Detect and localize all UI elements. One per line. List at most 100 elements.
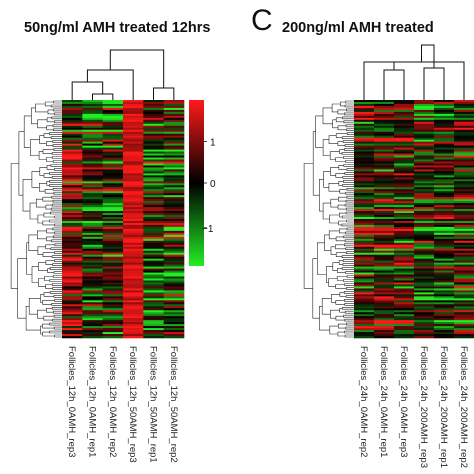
heatmap-cell: [414, 175, 435, 178]
heatmap-cell: [434, 191, 455, 194]
heatmap-cell: [123, 254, 144, 257]
heatmap-cell: [454, 292, 474, 295]
heatmap-cell: [354, 163, 375, 166]
heatmap-cell: [163, 207, 185, 210]
heatmap-cell: [62, 153, 83, 156]
heatmap-cell: [163, 193, 185, 196]
heatmap-cell: [82, 316, 103, 319]
heatmap-cell: [454, 300, 474, 303]
heatmap-cell: [62, 155, 83, 158]
heatmap-cell: [454, 302, 474, 305]
heatmap-cell: [62, 171, 83, 174]
heatmap-cell: [102, 292, 124, 295]
heatmap-cell: [394, 197, 415, 200]
heatmap-cell: [102, 157, 124, 160]
heatmap-cell: [102, 252, 124, 255]
heatmap-cell: [454, 175, 474, 178]
heatmap-cell: [143, 240, 164, 244]
heatmap-cell: [123, 215, 144, 218]
heatmap-cell: [102, 107, 124, 111]
heatmap-cell: [143, 151, 164, 154]
heatmap-cell: [143, 232, 164, 236]
heatmap-cell: [82, 228, 103, 232]
heatmap-cell: [143, 215, 164, 218]
heatmap-cell: [414, 155, 435, 158]
heatmap-cell: [123, 336, 144, 339]
heatmap-cell: [82, 143, 103, 146]
heatmap-cell: [143, 336, 164, 339]
heatmap-cell: [82, 234, 103, 238]
heatmap-cell: [354, 318, 375, 321]
heatmap-cell: [374, 252, 395, 255]
heatmap-cell: [123, 123, 144, 127]
heatmap-cell: [434, 260, 455, 263]
heatmap-cell: [82, 232, 103, 236]
heatmap-cell: [143, 322, 164, 325]
heatmap-cell: [354, 149, 375, 152]
heatmap-cell: [143, 318, 164, 321]
heatmap-cell: [414, 213, 435, 216]
heatmap-cell: [374, 153, 395, 156]
heatmap-cell: [434, 306, 455, 309]
heatmap-cell: [454, 137, 474, 140]
heatmap-cell: [394, 254, 415, 257]
heatmap-cell: [354, 155, 375, 158]
heatmap-cell: [454, 173, 474, 176]
heatmap-cell: [394, 260, 415, 263]
heatmap-cell: [454, 209, 474, 212]
heatmap-cell: [163, 141, 185, 144]
heatmap-cell: [414, 234, 435, 238]
heatmap-cell: [82, 318, 103, 321]
heatmap-cell: [454, 119, 474, 123]
column-label: Follicles_12h_50AMH_rep2: [168, 346, 179, 463]
heatmap-cell: [123, 177, 144, 180]
heatmap-cell: [82, 226, 103, 230]
heatmap-cell: [434, 115, 455, 119]
heatmap-cell: [374, 268, 395, 271]
heatmap-cell: [62, 336, 83, 339]
heatmap-cell: [143, 197, 164, 200]
heatmap-cell: [394, 224, 415, 228]
heatmap-cell: [102, 300, 124, 303]
heatmap-cell: [454, 304, 474, 307]
dendrogram-branch: [363, 61, 395, 100]
legend-tick-label: −1: [202, 224, 214, 235]
heatmap-cell: [82, 298, 103, 301]
heatmap-cell: [434, 314, 455, 317]
heatmap-cell: [62, 209, 83, 212]
heatmap-cell: [454, 171, 474, 174]
heatmap-cell: [102, 211, 124, 214]
heatmap-cell: [102, 294, 124, 297]
heatmap-cell: [434, 298, 455, 301]
heatmap-cell: [374, 125, 395, 129]
heatmap-cell: [82, 250, 103, 254]
heatmap-cell: [143, 201, 164, 204]
heatmap-cell: [354, 219, 375, 222]
heatmap-cell: [82, 135, 103, 138]
heatmap-cell: [163, 133, 185, 136]
heatmap-cell: [414, 222, 435, 226]
heatmap-cell: [354, 129, 375, 133]
heatmap-cell: [374, 328, 395, 331]
heatmap-cell: [163, 107, 185, 111]
heatmap-cell: [414, 322, 435, 325]
heatmap-cell: [143, 159, 164, 162]
heatmap-cell: [394, 250, 415, 254]
heatmap-cell: [62, 314, 83, 317]
heatmap-cell: [434, 107, 455, 111]
heatmap-cell: [82, 320, 103, 323]
heatmap-cell: [414, 165, 435, 168]
heatmap-cell: [454, 185, 474, 188]
heatmap-cell: [102, 215, 124, 218]
heatmap-cell: [354, 266, 375, 269]
heatmap-cell: [123, 141, 144, 144]
heatmap-cell: [62, 123, 83, 127]
heatmap-cell: [82, 171, 103, 174]
heatmap-cell: [394, 316, 415, 319]
heatmap-cell: [414, 127, 435, 131]
heatmap-cell: [102, 143, 124, 146]
heatmap-cell: [434, 173, 455, 176]
heatmap-cell: [434, 310, 455, 313]
heatmap-cell: [414, 318, 435, 321]
heatmap-cell: [394, 226, 415, 230]
